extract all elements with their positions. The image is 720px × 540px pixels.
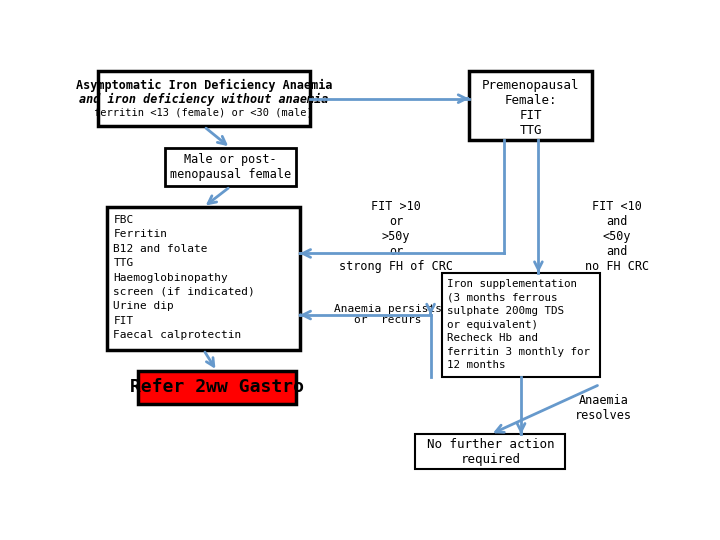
- Text: FIT <10
and
<50y
and
no FH CRC: FIT <10 and <50y and no FH CRC: [585, 200, 649, 273]
- Text: Asymptomatic Iron Deficiency Anaemia: Asymptomatic Iron Deficiency Anaemia: [76, 79, 332, 92]
- Text: Premenopausal
Female:
FIT
TTG: Premenopausal Female: FIT TTG: [482, 79, 580, 137]
- Text: Anaemia
resolves: Anaemia resolves: [575, 394, 632, 422]
- Bar: [165, 148, 296, 186]
- Text: No further action
required: No further action required: [426, 438, 554, 465]
- Bar: [442, 273, 600, 377]
- Text: Male or post-
menopausal female: Male or post- menopausal female: [170, 153, 291, 181]
- Text: and iron deficiency without anaemia: and iron deficiency without anaemia: [79, 92, 328, 106]
- Text: FBC
Ferritin
B12 and folate
TTG
Haemoglobinopathy
screen (if indicated)
Urine di: FBC Ferritin B12 and folate TTG Haemoglo…: [113, 215, 255, 340]
- Bar: [107, 207, 300, 350]
- Bar: [138, 372, 296, 403]
- Text: ferritin <13 (female) or <30 (male): ferritin <13 (female) or <30 (male): [94, 108, 313, 118]
- Bar: [98, 71, 310, 126]
- Text: FIT >10
or
>50y
or
strong FH of CRC: FIT >10 or >50y or strong FH of CRC: [339, 200, 453, 273]
- Text: Refer 2ww Gastro: Refer 2ww Gastro: [130, 379, 304, 396]
- Text: Iron supplementation
(3 months ferrous
sulphate 200mg TDS
or equivalent)
Recheck: Iron supplementation (3 months ferrous s…: [447, 279, 590, 370]
- Bar: [469, 71, 593, 140]
- Bar: [415, 434, 565, 469]
- Text: Anaemia persists
or  recurs: Anaemia persists or recurs: [334, 303, 442, 325]
